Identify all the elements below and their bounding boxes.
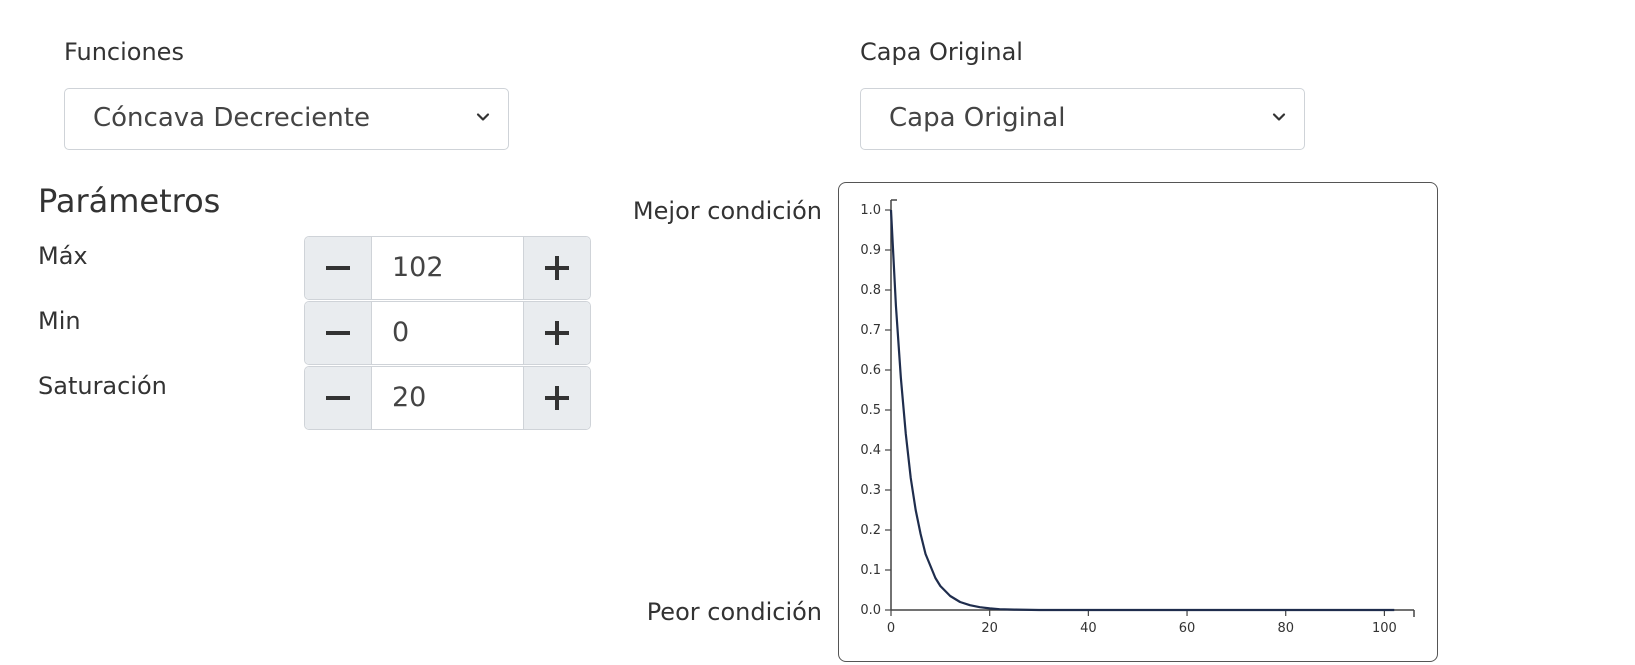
max-value-input[interactable]: 102 [371,237,524,299]
capa-selected-value: Capa Original [889,103,1066,133]
plus-icon [545,256,569,280]
max-decrement-button[interactable] [305,237,371,299]
funciones-label: Funciones [64,38,184,66]
series-line [889,209,1395,612]
minus-icon [326,396,350,400]
plus-icon [545,321,569,345]
funciones-selected-value: Cóncava Decreciente [93,103,370,133]
max-increment-button[interactable] [524,237,590,299]
min-increment-button[interactable] [524,302,590,364]
min-value-input[interactable]: 0 [371,302,524,364]
saturacion-stepper[interactable]: 20 [304,366,591,430]
param-label-max: Máx [38,242,88,270]
x-tick-label: 60 [1179,621,1196,636]
worst-condition-label: Peor condición [646,598,822,626]
best-condition-label: Mejor condición [632,197,822,225]
min-stepper[interactable]: 0 [304,301,591,365]
saturacion-decrement-button[interactable] [305,367,371,429]
y-tick-label: 0.5 [860,403,881,418]
x-tick-label: 100 [1372,621,1397,636]
max-stepper[interactable]: 102 [304,236,591,300]
y-tick-label: 0.0 [860,603,881,618]
funciones-select[interactable]: Cóncava Decreciente [64,88,509,150]
param-label-saturacion: Saturación [38,372,167,400]
y-tick-label: 0.9 [860,243,881,258]
y-tick-label: 0.3 [860,483,881,498]
capa-select[interactable]: Capa Original [860,88,1305,150]
min-decrement-button[interactable] [305,302,371,364]
x-tick-label: 0 [887,621,895,636]
y-tick-label: 0.1 [860,563,881,578]
parametros-heading: Parámetros [38,182,221,220]
param-label-min: Min [38,307,81,335]
x-tick-label: 80 [1277,621,1294,636]
chart-container: 0.0 0.1 0.2 0.3 0.4 0.5 0.6 0.7 0.8 0.9 1.0 0 20 40 60… [838,182,1438,662]
y-tick-label: 0.4 [860,443,881,458]
function-chart: 0.0 0.1 0.2 0.3 0.4 0.5 0.6 0.7 0.8 0.9 1.0 0 20 40 60… [860,199,1415,636]
saturacion-increment-button[interactable] [524,367,590,429]
y-tick-label: 0.7 [860,323,881,338]
plus-icon [545,386,569,410]
y-tick-label: 0.8 [860,283,881,298]
minus-icon [326,331,350,335]
saturacion-value-input[interactable]: 20 [371,367,524,429]
chevron-down-icon [476,113,490,121]
y-tick-label: 1.0 [860,203,881,218]
y-tick-label: 0.2 [860,523,881,538]
chevron-down-icon [1272,113,1286,121]
capa-label: Capa Original [860,38,1023,66]
y-tick-label: 0.6 [860,363,881,378]
minus-icon [326,266,350,270]
x-tick-label: 20 [981,621,998,636]
x-tick-label: 40 [1080,621,1097,636]
